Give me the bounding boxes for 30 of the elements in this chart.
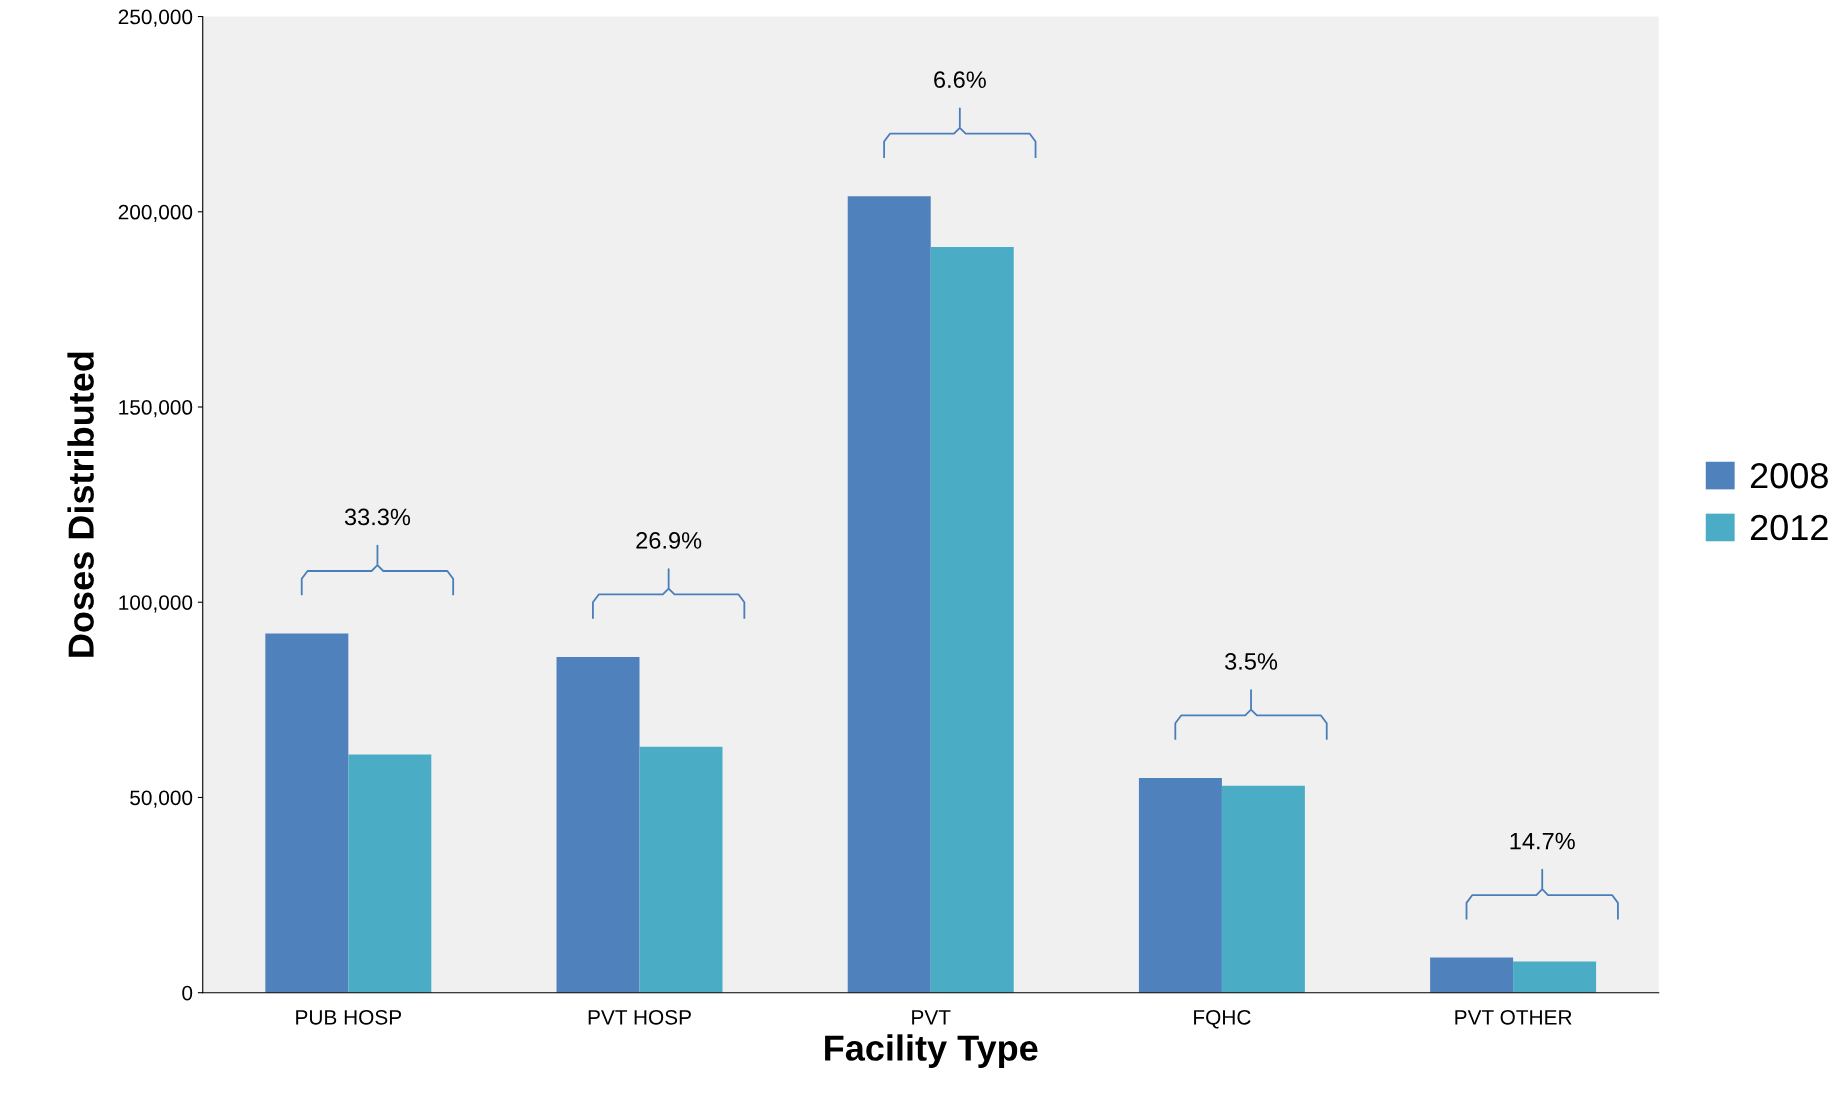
annotation: 3.5% (1225, 653, 1278, 670)
y-tick-label: 200,000 (118, 204, 193, 222)
y-tick-label: 150,000 (119, 400, 193, 418)
y-tick-label: 50,000 (130, 790, 193, 808)
bar (1513, 961, 1597, 993)
y-tick-label: 100,000 (119, 595, 193, 613)
legend-label: 2012 (1750, 514, 1828, 541)
annotation: 6.6% (934, 71, 986, 89)
x-tick-label: PUB HOSP (296, 1009, 402, 1025)
bar (556, 656, 640, 993)
annotation: 33.3% (344, 508, 411, 526)
bar (847, 196, 931, 993)
y-tick-label: 0 (182, 985, 193, 1001)
x-tick-label: PVT OTHER (1455, 1009, 1572, 1025)
bar (348, 754, 432, 993)
bar (1138, 777, 1222, 993)
x-tick-label: PVT HOSP (588, 1009, 691, 1025)
bar (1430, 957, 1514, 993)
y-axis-title: Doses Distributed (67, 352, 94, 657)
x-tick-label: PVT (912, 1010, 951, 1025)
y-tick-label: 250,000 (118, 9, 193, 27)
bar (1221, 785, 1305, 993)
bar (639, 746, 723, 993)
x-tick-label: FQHC (1194, 1009, 1251, 1029)
x-axis-title: Facility Type (825, 1034, 1038, 1069)
bar (265, 633, 349, 993)
legend-label: 2008 (1750, 462, 1828, 489)
annotation: 26.9% (636, 532, 702, 549)
bar (930, 246, 1014, 993)
annotation: 14.7% (1510, 832, 1575, 850)
